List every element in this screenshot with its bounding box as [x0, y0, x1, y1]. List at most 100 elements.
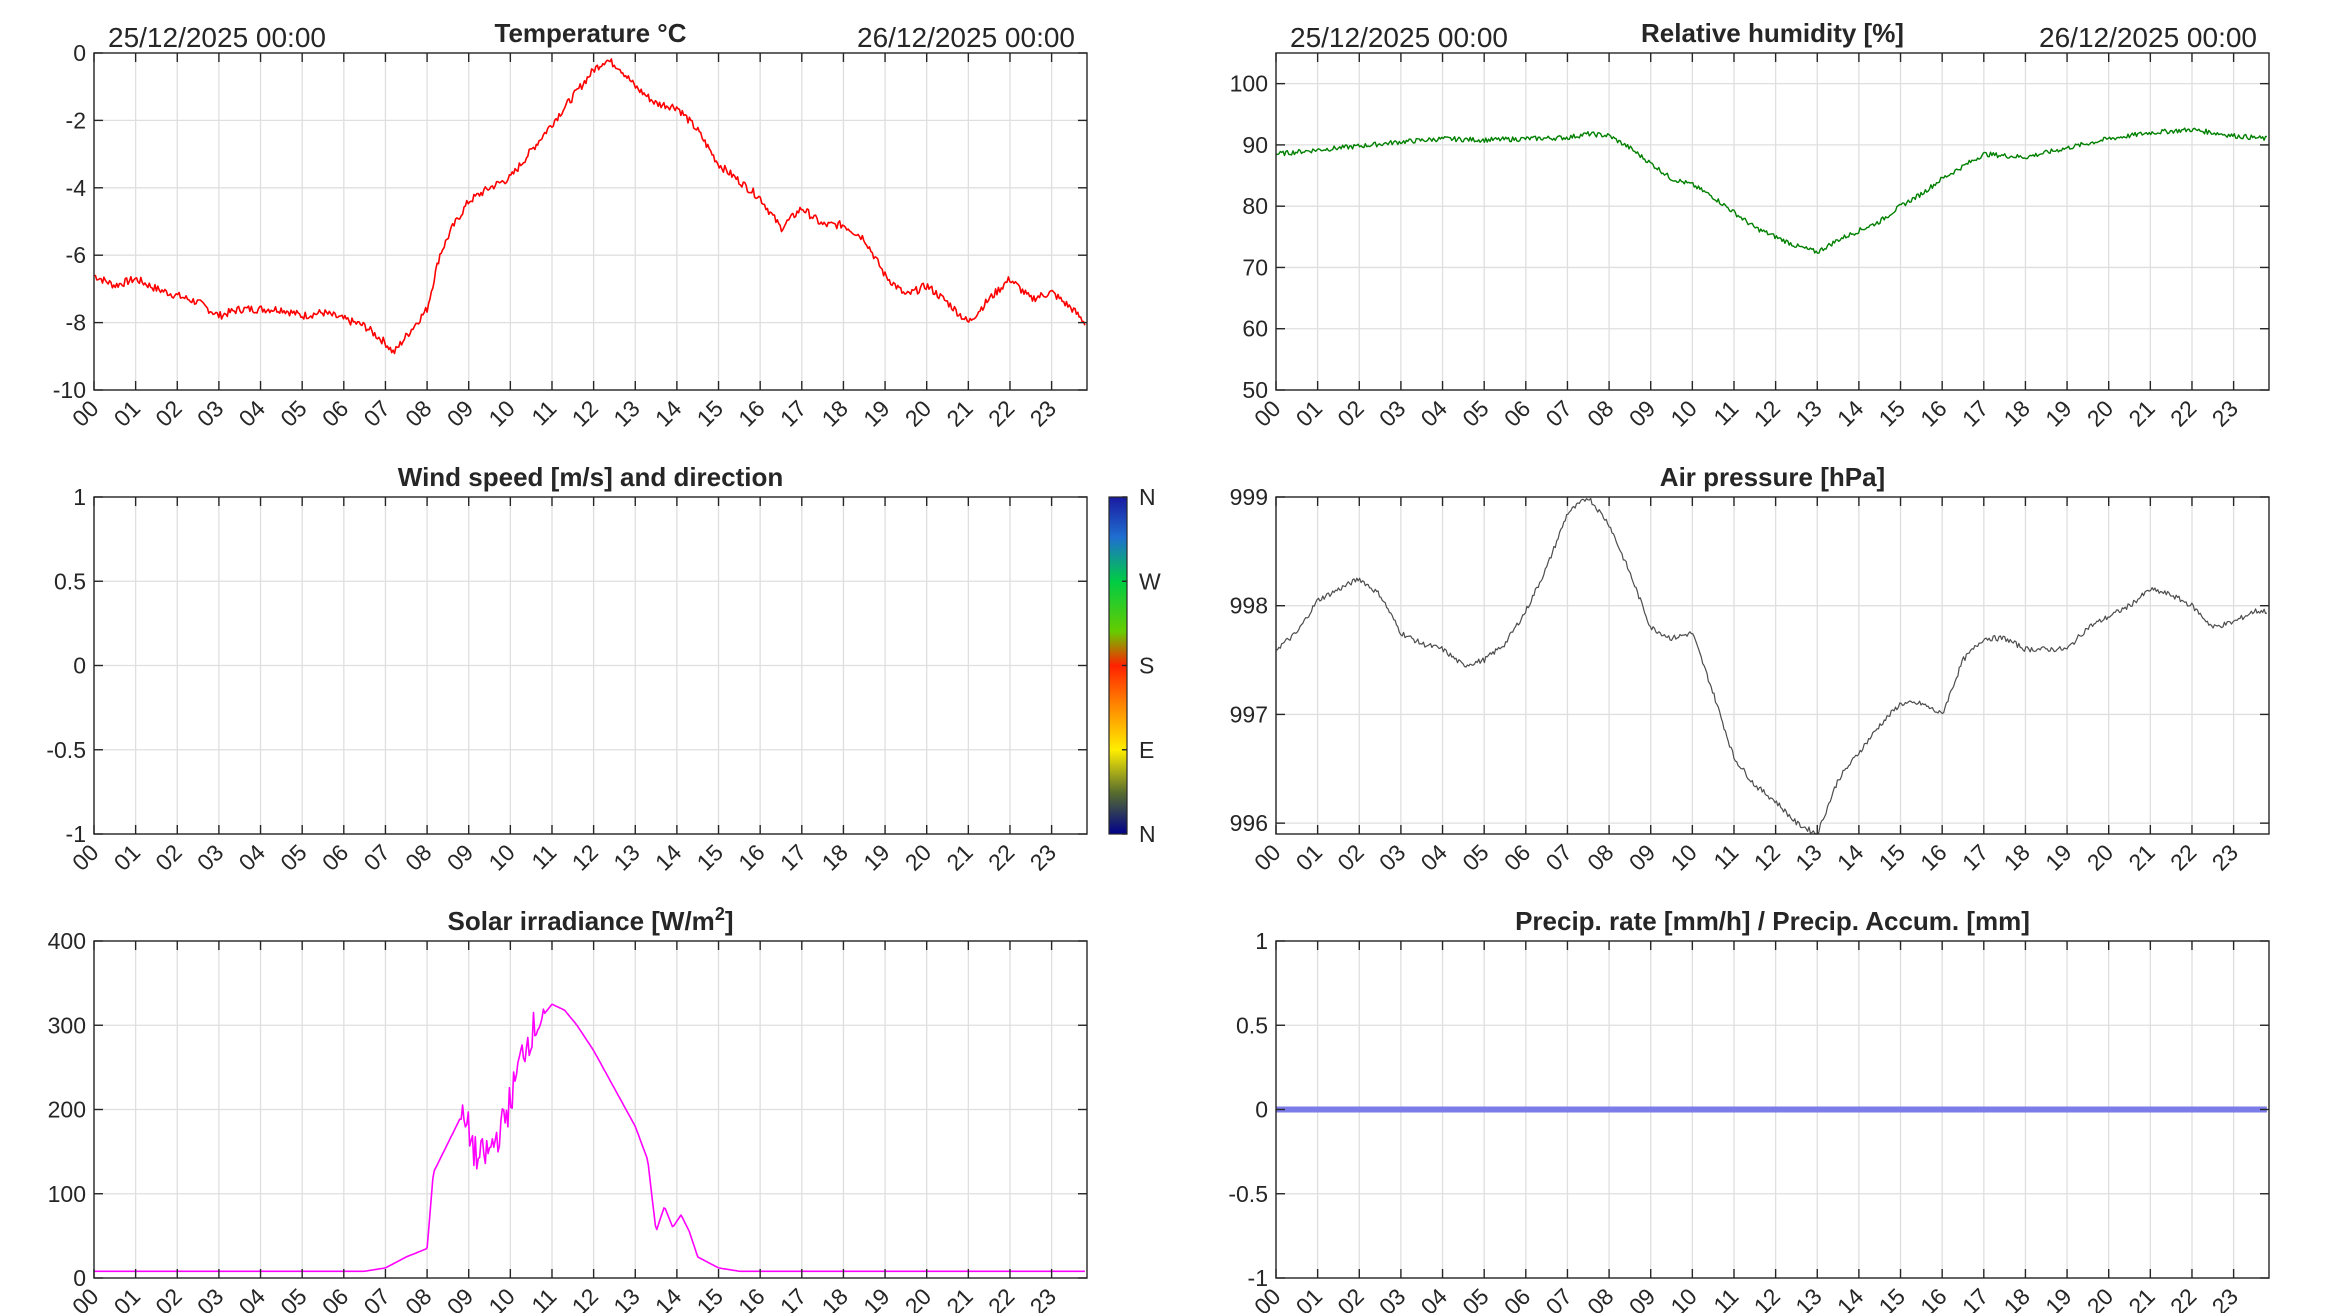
- x-tick-label: 04: [234, 395, 271, 432]
- pres-chart: 999 998 997 996 00 01 02 03 04 05 06 07 08 09 10 11 12 13…: [1230, 462, 2270, 876]
- x-tick-label: 14: [650, 1283, 687, 1313]
- x-tick-label: 10: [483, 839, 519, 875]
- x-tick-label: 13: [608, 395, 644, 431]
- x-tick-label: 06: [317, 395, 353, 431]
- x-tick-label: 14: [1832, 839, 1869, 876]
- y-tick-label: 50: [1242, 377, 1268, 403]
- pres-title: Air pressure [hPa]: [1660, 462, 1885, 492]
- x-tick-label: 22: [2165, 839, 2201, 875]
- x-tick-label: 05: [275, 1283, 311, 1313]
- y-tick-label: 0: [1255, 1097, 1268, 1123]
- x-tick-label: 02: [1332, 395, 1368, 431]
- y-tick-label: 70: [1242, 254, 1268, 280]
- x-tick-label: 01: [109, 395, 145, 431]
- y-tick-label: -8: [66, 310, 86, 336]
- x-tick-label: 11: [1708, 839, 1743, 874]
- x-tick-label: 23: [1025, 395, 1061, 431]
- x-tick-label: 10: [1665, 839, 1701, 875]
- x-tick-label: 04: [234, 1283, 271, 1313]
- y-tick-label: -2: [66, 107, 86, 133]
- colorbar-label: N: [1139, 821, 1156, 847]
- x-tick-label: 23: [1025, 839, 1061, 875]
- colorbar-label: S: [1139, 653, 1154, 679]
- y-tick-label: 997: [1230, 701, 1268, 727]
- wind-chart: 10.50-0.5-100 01 02 03 04 05 06 07 08 09 10 11 12 13 1…: [46, 462, 1161, 876]
- x-tick-label: 07: [358, 839, 394, 875]
- x-tick-label: 12: [1749, 1283, 1785, 1313]
- x-tick-label: 07: [1540, 1283, 1576, 1313]
- y-tick-label: -1: [66, 821, 86, 847]
- x-tick-label: 05: [275, 395, 311, 431]
- x-tick-label: 17: [1957, 395, 1993, 431]
- x-tick-label: 22: [2165, 395, 2201, 431]
- y-tick-label: -6: [66, 242, 86, 268]
- x-tick-label: 22: [983, 1283, 1019, 1313]
- x-tick-label: 17: [1957, 1283, 1993, 1313]
- x-tick-label: 15: [692, 839, 728, 875]
- x-tick-label: 22: [983, 839, 1019, 875]
- x-tick-label: 16: [1915, 839, 1951, 875]
- x-tick-label: 17: [775, 839, 811, 875]
- y-tick-label: -0.5: [1228, 1181, 1268, 1207]
- x-tick-label: 15: [1874, 395, 1910, 431]
- y-tick-label: -0.5: [46, 737, 86, 763]
- x-tick-label: 09: [442, 395, 478, 431]
- x-tick-label: 11: [1708, 1283, 1743, 1313]
- x-tick-label: 23: [2207, 395, 2243, 431]
- x-tick-label: 20: [2082, 839, 2118, 875]
- x-tick-label: 16: [1915, 395, 1951, 431]
- x-tick-label: 14: [1832, 395, 1869, 432]
- x-tick-label: 12: [567, 395, 603, 431]
- x-tick-label: 18: [1998, 839, 2034, 875]
- y-tick-label: 100: [48, 1181, 86, 1207]
- y-tick-label: 60: [1242, 316, 1268, 342]
- x-tick-label: 02: [150, 1283, 186, 1313]
- x-tick-label: 10: [1665, 1283, 1701, 1313]
- y-tick-label: 999: [1230, 484, 1268, 510]
- end-date-label: 26/12/2025 00:00: [857, 22, 1075, 53]
- x-tick-label: 01: [109, 839, 145, 875]
- x-tick-label: 06: [1499, 839, 1535, 875]
- plot-frame: [1275, 496, 2270, 835]
- x-tick-label: 09: [442, 1283, 478, 1313]
- x-tick-label: 16: [733, 395, 769, 431]
- start-date-label: 25/12/2025 00:00: [1290, 22, 1508, 53]
- x-tick-label: 06: [317, 839, 353, 875]
- x-tick-label: 00: [1249, 839, 1285, 875]
- y-tick-label: 0: [73, 1265, 86, 1291]
- x-tick-label: 02: [1332, 1283, 1368, 1313]
- x-tick-label: 18: [816, 1283, 852, 1313]
- x-tick-label: 01: [109, 1283, 145, 1313]
- x-tick-label: 20: [2082, 395, 2118, 431]
- x-tick-label: 13: [608, 1283, 644, 1313]
- y-tick-label: 0.5: [1236, 1012, 1268, 1038]
- x-tick-label: 03: [1374, 395, 1410, 431]
- start-date-label: 25/12/2025 00:00: [108, 22, 326, 53]
- x-tick-label: 01: [1291, 395, 1327, 431]
- y-tick-label: 0.5: [54, 568, 86, 594]
- colorbar-label: N: [1139, 484, 1156, 510]
- x-tick-label: 02: [1332, 839, 1368, 875]
- x-tick-label: 04: [234, 839, 271, 876]
- colorbar-label: W: [1139, 568, 1161, 594]
- x-tick-label: 08: [400, 1283, 436, 1313]
- x-tick-label: 21: [941, 839, 977, 875]
- x-tick-label: 14: [650, 395, 687, 432]
- y-tick-label: 0: [73, 40, 86, 66]
- x-tick-label: 20: [900, 1283, 936, 1313]
- x-tick-label: 13: [608, 839, 644, 875]
- temp-series-line: [93, 58, 1086, 355]
- x-tick-label: 08: [1582, 839, 1618, 875]
- x-tick-label: 21: [2123, 1283, 2159, 1313]
- x-tick-label: 01: [1291, 1283, 1327, 1313]
- x-tick-label: 18: [1998, 395, 2034, 431]
- x-tick-label: 07: [358, 395, 394, 431]
- x-tick-label: 19: [2040, 839, 2076, 875]
- y-tick-label: 80: [1242, 193, 1268, 219]
- x-tick-label: 09: [442, 839, 478, 875]
- x-tick-label: 07: [1540, 395, 1576, 431]
- x-tick-label: 02: [150, 839, 186, 875]
- x-tick-label: 11: [526, 395, 561, 430]
